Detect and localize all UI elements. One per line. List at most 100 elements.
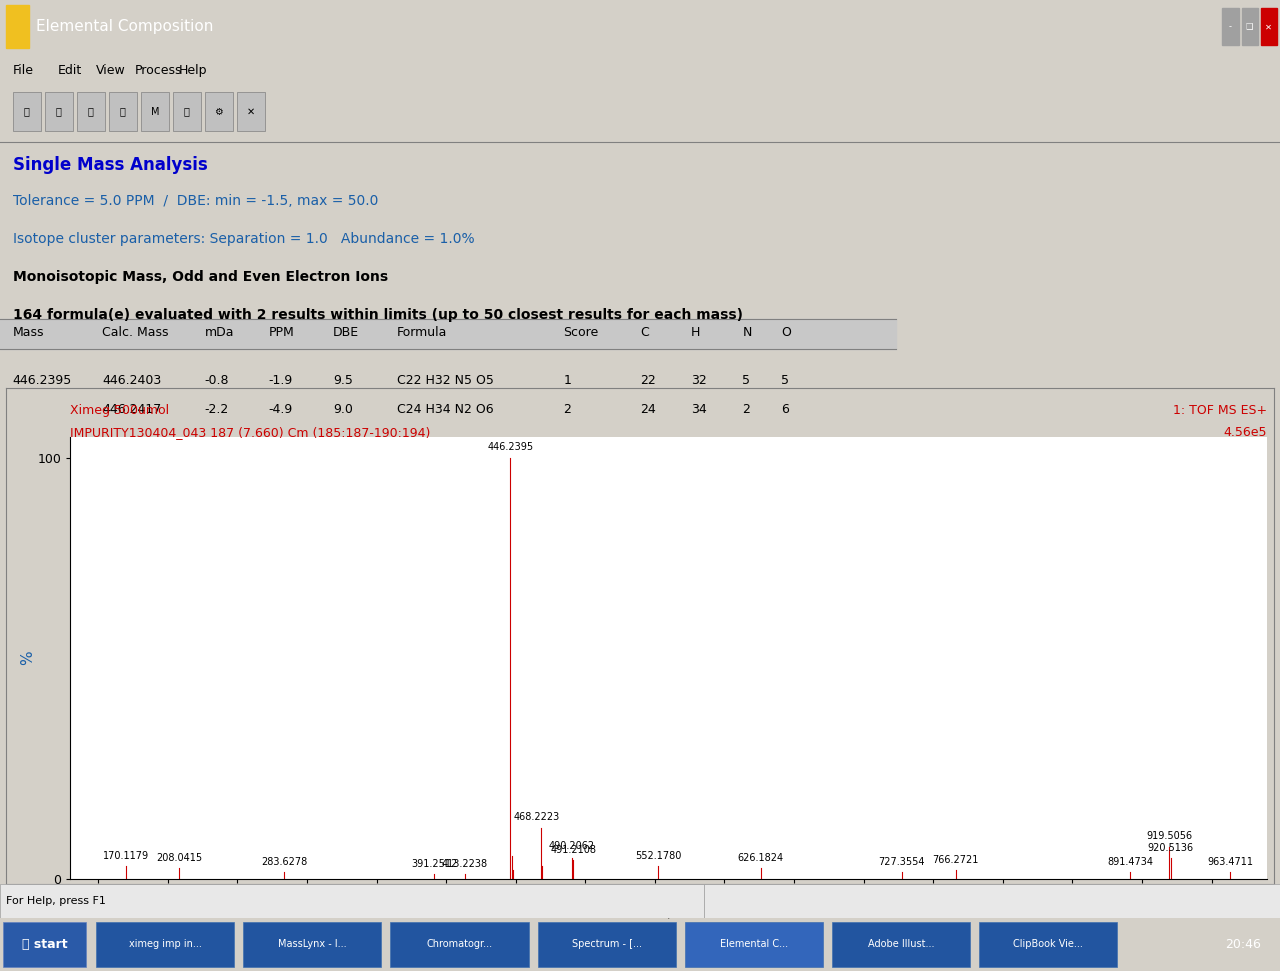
Bar xyxy=(109,92,137,131)
Text: Isotope cluster parameters: Separation = 1.0   Abundance = 1.0%: Isotope cluster parameters: Separation =… xyxy=(13,232,475,246)
Text: 💾: 💾 xyxy=(24,107,29,117)
Text: 446.2395: 446.2395 xyxy=(13,374,72,387)
Text: 9.0: 9.0 xyxy=(333,403,353,417)
Bar xyxy=(45,92,73,131)
Text: 24: 24 xyxy=(640,403,655,417)
Text: 🖨: 🖨 xyxy=(120,107,125,117)
Bar xyxy=(6,5,29,48)
Text: -0.8: -0.8 xyxy=(205,374,229,387)
Text: 20:46: 20:46 xyxy=(1225,938,1261,951)
Bar xyxy=(685,921,823,967)
Text: 1: TOF MS ES+: 1: TOF MS ES+ xyxy=(1172,404,1267,418)
Bar xyxy=(3,921,86,967)
Text: Single Mass Analysis: Single Mass Analysis xyxy=(13,156,207,175)
Text: C22 H32 N5 O5: C22 H32 N5 O5 xyxy=(397,374,494,387)
Text: 891.4734: 891.4734 xyxy=(1107,857,1153,867)
Text: N: N xyxy=(742,326,751,339)
Text: ximeg imp in...: ximeg imp in... xyxy=(129,939,201,950)
Text: Help: Help xyxy=(179,64,207,77)
Text: File: File xyxy=(13,64,33,77)
X-axis label: m/z: m/z xyxy=(658,906,680,920)
Text: H: H xyxy=(691,326,700,339)
Bar xyxy=(0,319,896,349)
Text: ✕: ✕ xyxy=(1265,22,1272,31)
Text: 413.2238: 413.2238 xyxy=(442,858,488,869)
Text: 468.2223: 468.2223 xyxy=(513,812,561,821)
Bar xyxy=(538,921,676,967)
Text: 5: 5 xyxy=(781,374,788,387)
Text: 4.56e5: 4.56e5 xyxy=(1224,426,1267,439)
Text: Mass: Mass xyxy=(13,326,45,339)
Text: View: View xyxy=(96,64,125,77)
Text: 491.2108: 491.2108 xyxy=(550,845,596,854)
Bar xyxy=(979,921,1117,967)
Y-axis label: %: % xyxy=(19,651,35,665)
Text: For Help, press F1: For Help, press F1 xyxy=(6,895,106,906)
Bar xyxy=(704,884,1280,918)
Text: Score: Score xyxy=(563,326,599,339)
Text: 446.2417: 446.2417 xyxy=(102,403,161,417)
Text: ClipBook Vie...: ClipBook Vie... xyxy=(1014,939,1083,950)
Text: Elemental C...: Elemental C... xyxy=(719,939,788,950)
Text: -1.9: -1.9 xyxy=(269,374,293,387)
Text: M: M xyxy=(151,107,159,117)
Text: mDa: mDa xyxy=(205,326,234,339)
Bar xyxy=(1242,8,1258,46)
Text: DBE: DBE xyxy=(333,326,358,339)
Text: Tolerance = 5.0 PPM  /  DBE: min = -1.5, max = 50.0: Tolerance = 5.0 PPM / DBE: min = -1.5, m… xyxy=(13,194,378,208)
Text: ✕: ✕ xyxy=(247,107,255,117)
Text: 490.2062: 490.2062 xyxy=(549,842,595,852)
Text: Ximeg 500umol: Ximeg 500umol xyxy=(70,404,169,418)
Text: -: - xyxy=(1229,22,1231,31)
Text: O: O xyxy=(781,326,791,339)
Text: 208.0415: 208.0415 xyxy=(156,854,202,863)
Text: 963.4711: 963.4711 xyxy=(1207,857,1253,867)
Bar xyxy=(77,92,105,131)
Text: 727.3554: 727.3554 xyxy=(878,857,925,867)
Bar xyxy=(243,921,381,967)
Text: 446.2395: 446.2395 xyxy=(488,442,534,452)
Text: 391.2512: 391.2512 xyxy=(411,858,457,869)
Text: Edit: Edit xyxy=(58,64,82,77)
Bar xyxy=(237,92,265,131)
Text: Chromatogr...: Chromatogr... xyxy=(426,939,493,950)
Text: IMPURITY130404_043 187 (7.660) Cm (185:187-190:194): IMPURITY130404_043 187 (7.660) Cm (185:1… xyxy=(70,426,431,439)
Text: Calc. Mass: Calc. Mass xyxy=(102,326,169,339)
Text: 626.1824: 626.1824 xyxy=(737,854,783,863)
Text: Spectrum - [...: Spectrum - [... xyxy=(572,939,641,950)
Bar xyxy=(96,921,234,967)
Bar xyxy=(1261,8,1277,46)
Text: ❑: ❑ xyxy=(1245,22,1253,31)
Bar xyxy=(13,92,41,131)
Bar xyxy=(141,92,169,131)
Bar xyxy=(0,884,704,918)
Text: 446.2403: 446.2403 xyxy=(102,374,161,387)
Bar xyxy=(832,921,970,967)
Text: 6: 6 xyxy=(781,403,788,417)
Text: 📋: 📋 xyxy=(56,107,61,117)
Text: 920.5136: 920.5136 xyxy=(1147,843,1193,853)
Text: 34: 34 xyxy=(691,403,707,417)
Text: 5: 5 xyxy=(742,374,750,387)
Text: 📋: 📋 xyxy=(184,107,189,117)
Bar xyxy=(205,92,233,131)
Text: 32: 32 xyxy=(691,374,707,387)
Text: 170.1179: 170.1179 xyxy=(104,852,150,861)
Text: 164 formula(e) evaluated with 2 results within limits (up to 50 closest results : 164 formula(e) evaluated with 2 results … xyxy=(13,308,742,321)
Text: -4.9: -4.9 xyxy=(269,403,293,417)
Text: 1: 1 xyxy=(563,374,571,387)
Text: Monoisotopic Mass, Odd and Even Electron Ions: Monoisotopic Mass, Odd and Even Electron… xyxy=(13,270,388,284)
Text: C24 H34 N2 O6: C24 H34 N2 O6 xyxy=(397,403,493,417)
Text: 283.6278: 283.6278 xyxy=(261,857,307,867)
Bar xyxy=(173,92,201,131)
Text: 552.1780: 552.1780 xyxy=(635,852,681,861)
Text: PPM: PPM xyxy=(269,326,294,339)
Text: 2: 2 xyxy=(742,403,750,417)
Text: Process: Process xyxy=(134,64,182,77)
Text: 📋: 📋 xyxy=(88,107,93,117)
Text: Elemental Composition: Elemental Composition xyxy=(36,19,214,34)
Text: -2.2: -2.2 xyxy=(205,403,229,417)
Text: ⚙: ⚙ xyxy=(215,107,223,117)
Text: 22: 22 xyxy=(640,374,655,387)
Text: 2: 2 xyxy=(563,403,571,417)
